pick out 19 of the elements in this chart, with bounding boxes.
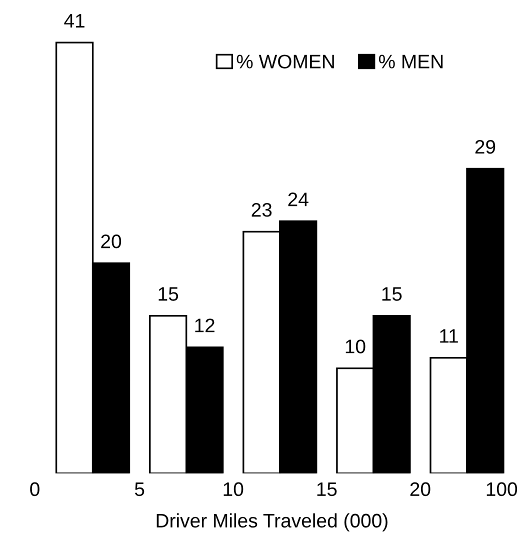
data-label: 20	[101, 234, 122, 248]
data-label: 23	[252, 202, 272, 217]
data-label: 12	[195, 318, 214, 332]
data-label: 15	[158, 287, 178, 301]
legend-label: % MEN	[378, 54, 443, 68]
data-label: 10	[346, 340, 366, 354]
data-label: 24	[288, 192, 308, 206]
text: 10	[224, 482, 244, 496]
data-label: 15	[382, 287, 402, 301]
legend-label: % WOMEN	[236, 54, 334, 68]
text: 15	[317, 482, 337, 496]
data-label: 41	[64, 14, 84, 28]
text: 20	[410, 482, 430, 496]
data-label: 29	[475, 140, 496, 154]
text: 5	[134, 482, 144, 496]
text: 100	[486, 482, 518, 496]
x-axis-title: Driver Miles Traveled (000)	[156, 513, 388, 532]
text: 0	[30, 482, 40, 496]
data-label: 11	[440, 329, 458, 343]
